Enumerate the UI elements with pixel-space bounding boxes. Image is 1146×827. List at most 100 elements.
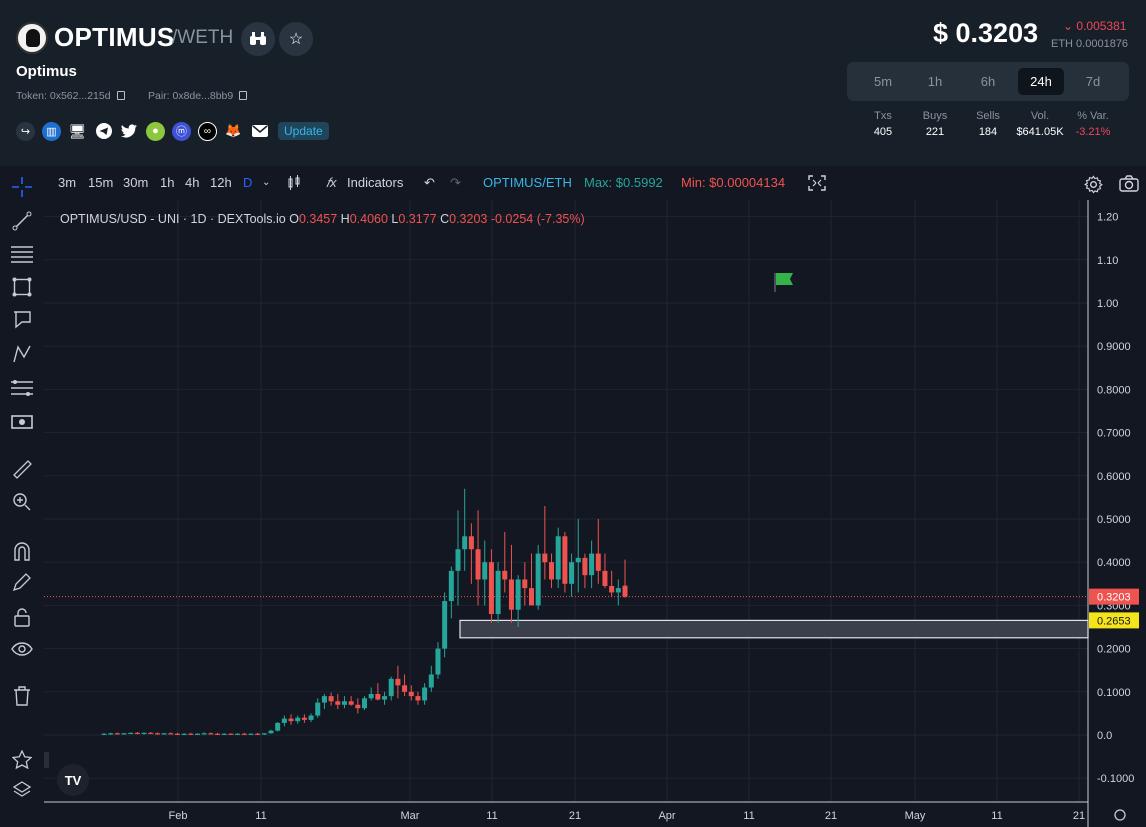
stat-sells: Sells 184 bbox=[976, 110, 1000, 138]
candle-type-icon[interactable] bbox=[287, 175, 301, 194]
share-icon[interactable]: ↪ bbox=[16, 121, 35, 141]
ruler-icon[interactable] bbox=[10, 458, 34, 480]
lock-icon[interactable] bbox=[10, 606, 34, 628]
x-tick-label: Apr bbox=[658, 810, 675, 822]
layers-icon[interactable] bbox=[10, 779, 34, 801]
flag-icon bbox=[776, 273, 793, 285]
chart-legend: OPTIMUS/USD - UNI · 1D · DEXTools.io O0.… bbox=[60, 212, 585, 226]
legend-h-label: H bbox=[340, 212, 350, 226]
price-change: ⌄ 0.005381 bbox=[1063, 19, 1127, 33]
candle-body bbox=[575, 557, 581, 563]
candle-body bbox=[275, 722, 281, 731]
stat-volume: Vol. $641.05K bbox=[1016, 110, 1064, 138]
coingecko-icon[interactable]: ● bbox=[146, 121, 165, 141]
tab-7d[interactable]: 7d bbox=[1085, 74, 1101, 89]
pair-label: OPTIMUS/ETH bbox=[483, 175, 572, 190]
undo-icon[interactable]: ↶ bbox=[424, 175, 435, 190]
candle-body bbox=[174, 733, 180, 735]
money-icon[interactable] bbox=[10, 411, 34, 433]
chart-toolbar: 3m 15m 30m 1h 4h 12h D ⌄ 𝑓x Indicators ↶… bbox=[44, 166, 1146, 200]
candle-body bbox=[395, 678, 401, 686]
legend-o-label: O bbox=[289, 212, 299, 226]
email-icon[interactable] bbox=[250, 122, 269, 141]
price-chart[interactable]: 1.20 1.10 1.00 0.9000 0.8000 0.7000 0.6000 0.50… bbox=[0, 166, 1146, 827]
interval-1h[interactable]: 1h bbox=[160, 175, 175, 190]
chevron-down-icon[interactable]: ⌄ bbox=[262, 177, 271, 188]
copy-icon[interactable] bbox=[239, 91, 248, 100]
indicators-button[interactable]: Indicators bbox=[347, 175, 404, 190]
twitter-icon[interactable] bbox=[120, 122, 139, 141]
metamask-icon[interactable]: 🦊 bbox=[225, 123, 242, 138]
trash-icon[interactable] bbox=[10, 685, 34, 707]
indicators-icon[interactable]: 𝑓x bbox=[326, 175, 337, 190]
tab-6h[interactable]: 6h bbox=[980, 74, 996, 89]
candle-body bbox=[549, 562, 555, 580]
tab-1h[interactable]: 1h bbox=[927, 74, 943, 89]
candle-body bbox=[609, 585, 615, 593]
horizontal-lines-icon[interactable] bbox=[10, 243, 34, 265]
x-tick-label: 11 bbox=[743, 810, 754, 822]
x-tick-label: 21 bbox=[569, 810, 581, 822]
candle-body bbox=[468, 536, 474, 550]
update-button[interactable]: Update bbox=[278, 122, 329, 140]
interval-30m[interactable]: 30m bbox=[123, 175, 149, 190]
zone-price-tag bbox=[1089, 612, 1139, 629]
binoculars-button[interactable] bbox=[241, 22, 275, 56]
telegram-icon[interactable] bbox=[94, 122, 113, 141]
candle-body bbox=[448, 570, 454, 602]
legend-close: 0.3203 bbox=[449, 212, 488, 226]
y-tick-label: -0.1000 bbox=[1097, 773, 1134, 785]
tradingview-logo-text: TV bbox=[65, 773, 82, 788]
chart-stats-icon[interactable]: ▥ bbox=[42, 121, 61, 141]
interval-4h[interactable]: 4h bbox=[185, 175, 200, 190]
settings-icon[interactable] bbox=[1084, 175, 1103, 197]
candle-body bbox=[134, 732, 140, 735]
eye-icon[interactable] bbox=[10, 638, 34, 660]
website-icon[interactable]: 🖥 bbox=[68, 122, 87, 139]
candle-body bbox=[281, 718, 287, 723]
y-tick-label: 0.6000 bbox=[1097, 471, 1131, 483]
pattern-icon[interactable] bbox=[10, 343, 34, 365]
y-tick-label: 0.8000 bbox=[1097, 384, 1131, 396]
annotation-icon[interactable] bbox=[10, 309, 34, 331]
interval-d[interactable]: D bbox=[243, 175, 253, 190]
camera-icon[interactable] bbox=[1119, 175, 1139, 195]
interval-3m[interactable]: 3m bbox=[58, 175, 77, 190]
social-links: ↪ ▥ 🖥 ● ⓜ ∞ 🦊 Update bbox=[16, 121, 329, 141]
current-price-tag-label: 0.3203 bbox=[1097, 592, 1131, 604]
favorite-button[interactable]: ☆ bbox=[279, 22, 313, 56]
y-tick-label: 0.5000 bbox=[1097, 514, 1131, 526]
magnet-icon[interactable] bbox=[10, 540, 34, 562]
pencil-lock-icon[interactable] bbox=[10, 571, 34, 593]
stat-variation: % Var. -3.21% bbox=[1075, 110, 1111, 138]
star-icon[interactable] bbox=[10, 749, 34, 771]
candle-body bbox=[195, 733, 201, 735]
candle-body bbox=[215, 733, 221, 735]
trend-line-icon[interactable] bbox=[10, 210, 34, 232]
fib-icon[interactable] bbox=[10, 377, 34, 399]
coinmarketcap-icon[interactable]: ⓜ bbox=[172, 121, 191, 141]
candle-body bbox=[535, 553, 541, 606]
tab-5m[interactable]: 5m bbox=[873, 74, 893, 89]
redo-icon[interactable]: ↷ bbox=[450, 175, 461, 190]
copy-icon[interactable] bbox=[116, 91, 125, 100]
current-price: $ 0.3203 bbox=[933, 18, 1039, 48]
crosshair-icon[interactable] bbox=[10, 176, 34, 198]
interval-12h[interactable]: 12h bbox=[210, 175, 232, 190]
stat-txs: Txs 405 bbox=[873, 110, 893, 138]
candle-body bbox=[255, 733, 261, 735]
candle-body bbox=[228, 733, 234, 735]
candle-body bbox=[121, 733, 127, 735]
candle-body bbox=[235, 733, 241, 735]
rectangle-icon[interactable] bbox=[10, 276, 34, 298]
fullscreen-icon[interactable] bbox=[808, 175, 826, 194]
x-tick-label: Feb bbox=[169, 810, 188, 822]
zoom-in-icon[interactable] bbox=[10, 491, 34, 513]
candle-body bbox=[602, 570, 608, 586]
blockchain-explorer-icon[interactable]: ∞ bbox=[198, 121, 217, 141]
legend-open: 0.3457 bbox=[298, 212, 338, 226]
binoculars-icon bbox=[250, 32, 266, 45]
interval-15m[interactable]: 15m bbox=[88, 175, 114, 190]
candle-body bbox=[188, 733, 194, 735]
tab-24h[interactable]: 24h bbox=[1018, 68, 1064, 95]
